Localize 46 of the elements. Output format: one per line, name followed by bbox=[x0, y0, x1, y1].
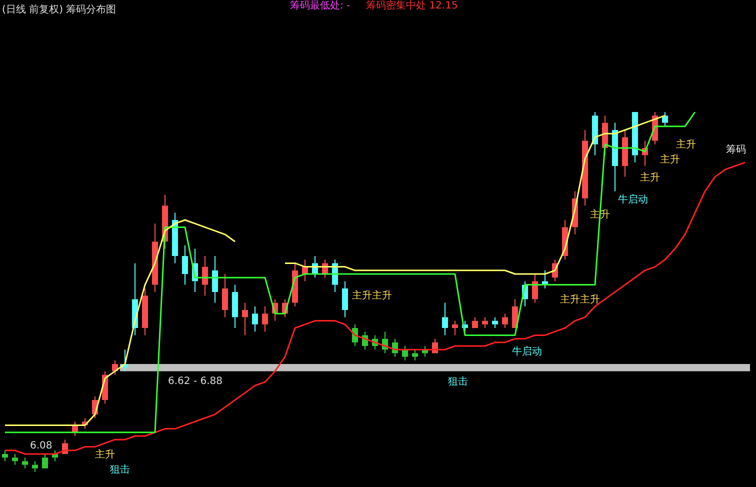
band-label: 6.62 - 6.88 bbox=[168, 376, 222, 387]
annotation: 牛启动 bbox=[618, 194, 648, 206]
text: 筹码密集中处 12.15 bbox=[366, 0, 458, 12]
annotation: 主升 bbox=[660, 154, 680, 166]
annotation: 狙击 bbox=[110, 464, 130, 476]
candlestick bbox=[442, 302, 448, 336]
candlestick bbox=[142, 288, 148, 336]
candlestick bbox=[212, 256, 218, 304]
candlestick bbox=[632, 112, 638, 163]
annotation: 主升 bbox=[95, 448, 115, 461]
candlestick bbox=[492, 316, 498, 328]
chart-title: (日线 前复权) 筹码分布图 bbox=[2, 4, 116, 16]
candlestick bbox=[172, 212, 178, 264]
annotation: 主升 bbox=[590, 208, 610, 221]
annotation: 6.08 bbox=[30, 440, 52, 452]
candlestick bbox=[182, 244, 188, 286]
annotation: 筹码 bbox=[726, 144, 746, 156]
candlestick bbox=[12, 454, 18, 466]
candlestick bbox=[202, 256, 208, 296]
candlestick bbox=[582, 130, 588, 206]
candlestick bbox=[532, 274, 538, 304]
annotation: 主升 bbox=[676, 138, 696, 151]
candlestick bbox=[472, 316, 478, 328]
candlestick bbox=[342, 280, 348, 318]
candlestick bbox=[622, 130, 628, 178]
candlestick bbox=[32, 460, 38, 472]
text: 筹码最低处: - bbox=[290, 0, 351, 12]
candlestick bbox=[502, 313, 508, 328]
annotation: 主升主升 bbox=[352, 290, 392, 302]
candlestick bbox=[612, 122, 618, 192]
candlestick bbox=[22, 457, 28, 469]
candlestick bbox=[512, 298, 518, 328]
annotation: 主升 bbox=[640, 172, 660, 184]
candlestick bbox=[222, 274, 228, 318]
annotation: 主升主升 bbox=[560, 294, 600, 306]
candlestick bbox=[152, 223, 158, 292]
candlestick bbox=[452, 320, 458, 336]
annotation: 牛启动 bbox=[512, 346, 542, 358]
candlestick bbox=[242, 302, 248, 336]
candlestick bbox=[592, 112, 598, 156]
candlestick bbox=[232, 284, 238, 328]
candlestick bbox=[2, 450, 8, 462]
candlestick bbox=[252, 306, 258, 332]
candlestick bbox=[262, 306, 268, 332]
annotation: 狙击 bbox=[448, 376, 468, 388]
candlestick bbox=[482, 316, 488, 328]
